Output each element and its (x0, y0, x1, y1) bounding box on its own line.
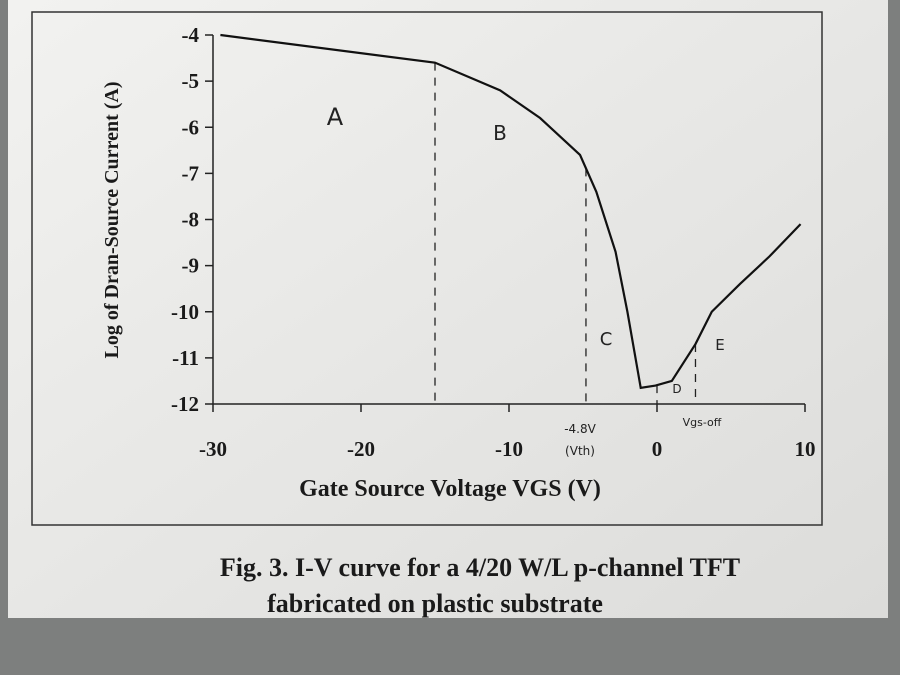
x-axis-label: Gate Source Voltage VGS (V) (299, 476, 601, 502)
y-tick-label: -6 (182, 115, 200, 139)
y-tick-label: -9 (182, 254, 200, 278)
x-tick-label: 10 (795, 437, 816, 461)
annotation: E (715, 336, 724, 354)
y-tick-label: -12 (171, 392, 199, 416)
y-tick-label: -8 (182, 208, 200, 232)
annotation: (Vth) (565, 444, 595, 458)
y-axis-label: Log of Dran-Source Current (A) (101, 81, 123, 358)
y-tick-label: -7 (182, 161, 200, 185)
annotation: C (600, 329, 613, 350)
x-tick-label: -20 (347, 437, 375, 461)
y-tick-label: -4 (182, 23, 200, 47)
x-tick-label: -30 (199, 437, 227, 461)
y-tick-label: -10 (171, 300, 199, 324)
caption: Fig. 3. I-V curve for a 4/20 W/L p-chann… (220, 553, 740, 582)
annotation: -4.8V (564, 422, 596, 436)
plot: -12 -11 -10 -9 -8 -7 -6 -5 -4 -30 -20 -10 0 10 A B C D E -4… (171, 23, 816, 461)
annotation: A (327, 103, 344, 131)
paper (8, 0, 888, 618)
annotation: D (672, 382, 681, 396)
caption: fabricated on plastic substrate (267, 589, 603, 618)
y-tick-label: -11 (172, 346, 199, 370)
annotation: B (493, 121, 507, 145)
frame (31, 11, 823, 526)
y-tick-label: -5 (182, 69, 200, 93)
annotation: Vgs-off (683, 416, 722, 429)
x-tick-label: 0 (652, 437, 663, 461)
curve (220, 33, 802, 390)
x-tick-label: -10 (495, 437, 523, 461)
